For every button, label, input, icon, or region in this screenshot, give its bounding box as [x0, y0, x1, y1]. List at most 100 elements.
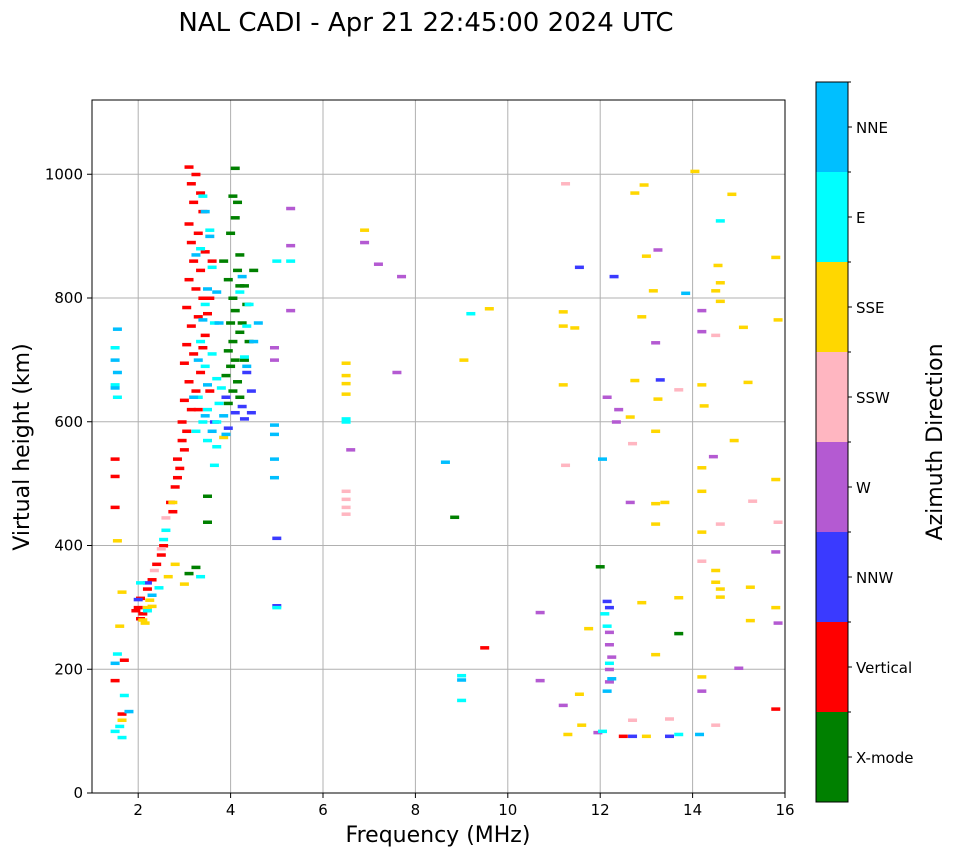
echo-point-sse: [697, 530, 707, 534]
echo-point-sse: [711, 580, 721, 585]
echo-point-nne: [219, 414, 229, 418]
echo-point-e: [196, 574, 206, 579]
echo-point-sse: [727, 192, 737, 197]
echo-point-vertical: [177, 438, 187, 443]
echo-point-nnw: [133, 597, 143, 602]
colorbar-segment-nne: [816, 82, 848, 172]
echo-point-e: [239, 355, 249, 359]
echo-point-vertical: [168, 509, 178, 514]
echo-point-nnw: [242, 370, 252, 375]
echo-point-vertical: [119, 658, 129, 662]
echo-point-vertical: [159, 544, 169, 548]
echo-point-e: [142, 608, 152, 613]
echo-point-e: [205, 228, 215, 232]
echo-point-w: [269, 358, 279, 362]
echo-point-e: [272, 259, 282, 263]
echo-point-e: [604, 661, 614, 666]
echo-point-x-mode: [237, 321, 247, 325]
echo-point-e: [286, 259, 296, 263]
echo-point-x-mode: [235, 284, 245, 288]
echo-point-x-mode: [228, 296, 238, 300]
echo-point-sse: [738, 325, 748, 330]
echo-point-sse: [145, 598, 155, 602]
echo-point-x-mode: [235, 253, 245, 257]
echo-point-sse: [660, 500, 670, 505]
echo-point-vertical: [196, 370, 206, 375]
x-tick-label: 8: [411, 801, 421, 819]
echo-point-vertical: [179, 398, 189, 403]
echo-point-e: [115, 724, 125, 729]
echo-point-sse: [674, 595, 684, 600]
echo-point-vertical: [182, 342, 192, 347]
echo-point-ssw: [341, 505, 351, 510]
x-tick-label: 12: [591, 801, 610, 819]
echo-point-x-mode: [233, 200, 243, 205]
colorbar-tick-label: SSE: [856, 299, 885, 317]
echo-point-vertical: [182, 305, 192, 310]
echo-point-sse: [558, 383, 568, 387]
echo-point-x-mode: [219, 259, 229, 263]
echo-point-vertical: [186, 182, 196, 186]
echo-point-e: [457, 698, 467, 703]
echo-point-sse: [170, 562, 180, 567]
echo-point-x-mode: [226, 231, 236, 236]
echo-point-sse: [771, 605, 781, 610]
echo-point-w: [651, 341, 661, 345]
echo-point-nne: [124, 709, 134, 714]
echo-point-nne: [110, 661, 120, 666]
echo-point-e: [212, 376, 222, 381]
echo-point-nnw: [221, 395, 231, 399]
echo-point-nne: [269, 457, 279, 461]
echo-point-nne: [249, 339, 259, 344]
echo-point-ssw: [711, 723, 721, 727]
echo-point-x-mode: [235, 395, 245, 399]
echo-point-nne: [269, 423, 279, 427]
echo-point-x-mode: [230, 358, 240, 362]
echo-point-nne: [203, 287, 212, 291]
echo-point-w: [708, 454, 718, 459]
echo-point-sse: [711, 568, 721, 573]
echo-point-nne: [269, 432, 279, 437]
echo-point-ssw: [697, 559, 707, 563]
echo-point-sse: [743, 380, 753, 385]
colorbar-label: Azimuth Direction: [923, 343, 948, 540]
echo-point-e: [212, 445, 222, 449]
echo-point-ssw: [628, 441, 638, 446]
echo-point-sse: [773, 318, 783, 322]
colorbar-tick-label: E: [856, 209, 865, 227]
echo-point-vertical: [186, 324, 196, 328]
echo-point-ssw: [715, 522, 725, 526]
echo-point-sse: [729, 438, 739, 443]
echo-point-x-mode: [191, 565, 201, 570]
echo-point-ssw: [341, 489, 351, 494]
echo-point-sse: [715, 587, 725, 591]
y-tick-label: 800: [54, 289, 83, 307]
echo-point-sse: [341, 392, 351, 396]
echo-point-w: [397, 274, 407, 279]
x-axis-ticks: 2 4 6 8 10 12 14 16: [133, 793, 795, 819]
echo-point-vertical: [186, 240, 196, 245]
echo-point-vertical: [179, 361, 189, 365]
echo-point-w: [697, 689, 707, 693]
y-axis-label: Virtual height (km): [10, 343, 35, 550]
echo-point-vertical: [156, 553, 166, 557]
echo-point-e: [112, 395, 122, 399]
echo-point-nnw: [665, 734, 674, 739]
echo-point-vertical: [193, 407, 203, 412]
echo-point-x-mode: [230, 216, 240, 220]
echo-point-e: [209, 321, 219, 325]
echo-point-sse: [112, 539, 122, 543]
echo-point-sse: [341, 361, 351, 365]
echo-point-vertical: [480, 646, 490, 650]
echo-point-w: [286, 308, 296, 313]
echo-point-e: [715, 219, 725, 223]
echo-point-x-mode: [239, 358, 249, 362]
y-tick-label: 600: [54, 413, 83, 431]
echo-point-ssw: [161, 516, 171, 520]
colorbar-segment-sse: [816, 262, 848, 352]
echo-point-x-mode: [228, 339, 238, 344]
echo-point-ssw: [665, 717, 674, 721]
echo-point-w: [697, 329, 707, 334]
echo-point-x-mode: [221, 373, 231, 378]
